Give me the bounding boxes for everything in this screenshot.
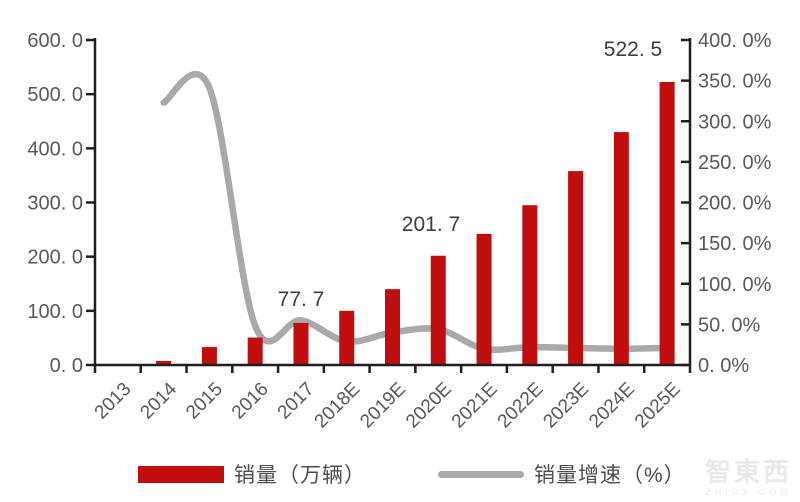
right-axis-label: 250. 0% <box>698 152 772 174</box>
left-axis-label: 500. 0 <box>27 84 83 106</box>
right-axis-label: 0. 0% <box>698 355 749 377</box>
bar-2019E <box>385 289 400 365</box>
bar-2022E <box>522 205 538 365</box>
x-axis-label-2023E: 2023E <box>539 379 593 433</box>
legend-item-growth: 销量增速（%） <box>438 452 686 496</box>
bar-2024E <box>613 132 629 365</box>
left-axis-label: 200. 0 <box>27 247 83 269</box>
bar-2025E <box>659 81 675 366</box>
left-axis-label: 400. 0 <box>27 138 83 160</box>
growth-legend-label: 销量增速（%） <box>534 464 686 487</box>
bar-2014 <box>156 360 172 365</box>
zhidx-logo-subtext: ZHIDX.COM <box>705 487 792 498</box>
data-label-2020E: 201. 7 <box>402 213 460 236</box>
right-axis-label: 200. 0% <box>698 193 772 215</box>
combo-chart: 600. 0 500. 0 400. 0 300. 0 200. 0 100. 0 0. 0… <box>27 30 772 433</box>
sales-bar-series <box>110 81 675 366</box>
bar-2015 <box>201 347 217 365</box>
x-axis-label-2024E: 2024E <box>585 379 639 433</box>
bar-2020E <box>430 255 446 365</box>
growth-line-series <box>160 70 671 354</box>
x-axis-label-2021E: 2021E <box>448 379 502 433</box>
data-label-2025E: 522. 5 <box>604 38 662 61</box>
bar-2021E <box>476 233 492 365</box>
x-axis-label-2015: 2015 <box>182 379 227 424</box>
x-axis-label-2016: 2016 <box>228 379 273 424</box>
right-axis-label: 400. 0% <box>698 30 772 52</box>
bar-2023E <box>568 171 584 365</box>
sales-legend-label: 销量（万辆） <box>234 464 366 487</box>
x-axis-label-2020E: 2020E <box>402 379 456 433</box>
x-axis-label-2018E: 2018E <box>311 379 365 433</box>
left-axis-label: 600. 0 <box>27 30 83 52</box>
bar-2018E <box>339 310 355 365</box>
right-axis-label: 50. 0% <box>698 314 760 336</box>
zhidx-watermark: 智東西 ZHIDX.COM <box>704 456 792 498</box>
sales-bar-swatch <box>138 465 224 483</box>
left-axis-label: 0. 0 <box>50 355 83 377</box>
bar-2017 <box>293 322 309 365</box>
chart-legend: 销量（万辆） 销量增速（%） <box>0 452 800 496</box>
right-axis-label: 150. 0% <box>698 233 772 255</box>
x-axis-label-2025E: 2025E <box>631 379 685 433</box>
zhidx-logo-text: 智東西 <box>704 456 792 487</box>
data-label-2017: 77. 7 <box>278 288 325 311</box>
legend-item-sales: 销量（万辆） <box>138 452 366 496</box>
right-axis-label: 100. 0% <box>698 274 772 296</box>
right-axis-label: 350. 0% <box>698 71 772 93</box>
x-axis-label-2019E: 2019E <box>356 379 410 433</box>
right-axis-label: 300. 0% <box>698 111 772 133</box>
left-axis-label: 300. 0 <box>27 193 83 215</box>
bar-2016 <box>247 337 263 365</box>
growth-line-swatch <box>438 470 524 478</box>
x-axis-label-2013: 2013 <box>91 379 136 424</box>
left-axis-label: 100. 0 <box>27 301 83 323</box>
x-axis-label-2022E: 2022E <box>494 379 548 433</box>
x-axis-label-2014: 2014 <box>136 378 181 423</box>
